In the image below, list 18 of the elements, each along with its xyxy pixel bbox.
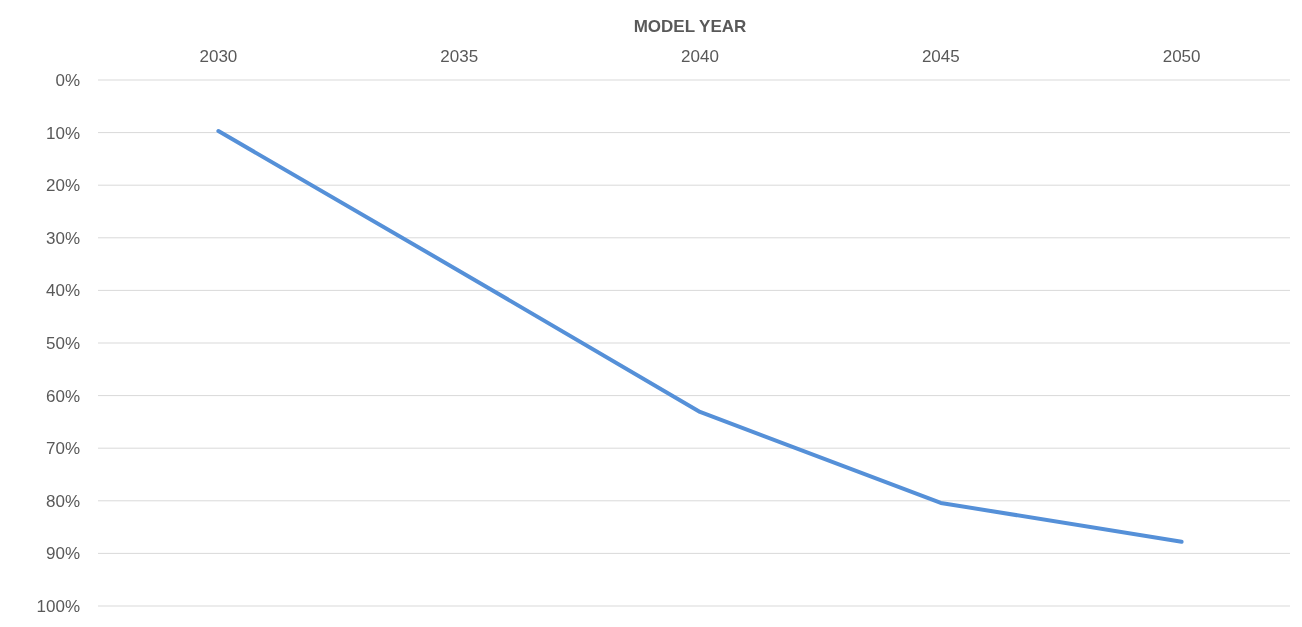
- y-tick-label: 10%: [45, 123, 80, 143]
- x-tick-label: 2045: [921, 47, 960, 66]
- x-tick-label: 2030: [199, 47, 238, 66]
- y-tick-label: 0%: [55, 70, 80, 90]
- x-tick-label: 2040: [681, 47, 719, 66]
- y-tick-label: 40%: [45, 281, 80, 301]
- line-series: [216, 129, 1184, 544]
- x-tick-label: 2035: [440, 47, 479, 66]
- y-tick-label: 20%: [45, 176, 80, 196]
- y-tick-label: 100%: [36, 596, 80, 616]
- x-tick-label: 2050: [1162, 47, 1201, 66]
- y-tick-label: 70%: [45, 439, 80, 459]
- y-tick-label: 90%: [45, 544, 80, 564]
- y-tick-label: 60%: [45, 386, 80, 406]
- x-axis-title: MODEL YEAR: [633, 17, 747, 36]
- y-tick-label: 30%: [45, 228, 80, 248]
- y-tick-label: 50%: [45, 333, 80, 353]
- y-tick-label: 80%: [45, 491, 80, 511]
